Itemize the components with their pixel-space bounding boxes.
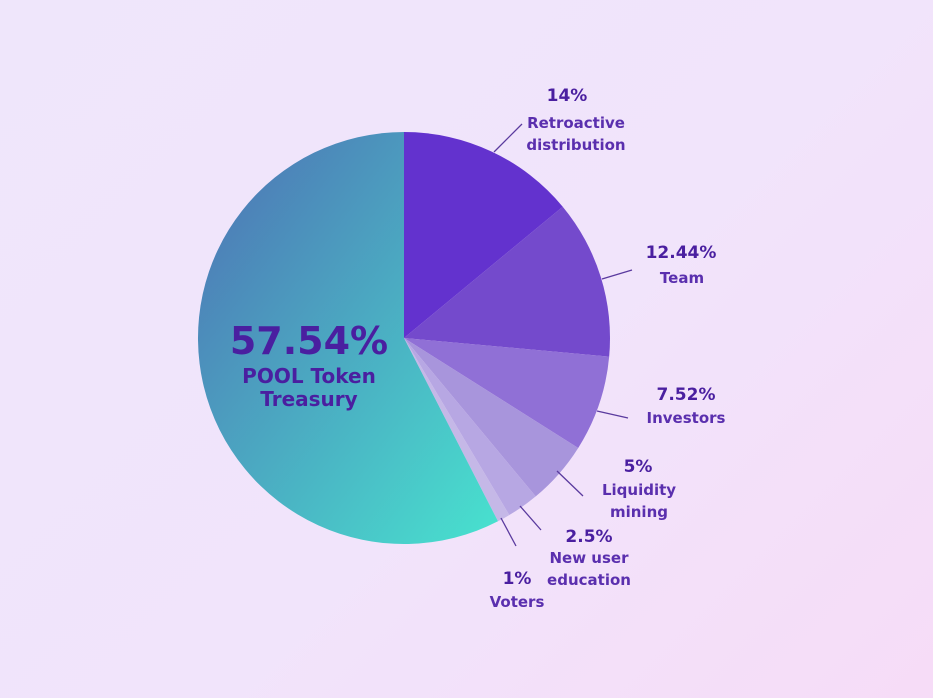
- pie-slice-shade: [404, 338, 536, 516]
- slice-labels: 14% Retroactive distribution 12.44% Team 7.52…: [230, 86, 726, 611]
- slice-percent-label: 2.5%: [565, 527, 612, 547]
- slice-name-label: Investors: [647, 409, 726, 427]
- slice-name-label: Retroactive: [527, 114, 625, 132]
- pie-slices: [197, 132, 611, 544]
- pie-slice-shade: [404, 132, 563, 338]
- leader-line: [500, 517, 517, 547]
- pie-slice-pool-token-treasury: [197, 132, 498, 544]
- slice-percent-label: 14%: [547, 86, 588, 106]
- leader-line: [519, 505, 542, 531]
- leader-line: [601, 269, 633, 280]
- pie-slice-shade: [404, 338, 510, 522]
- treasury-name-label: POOL Token: [242, 364, 376, 388]
- leader-line: [493, 123, 523, 153]
- slice-name-label: Team: [660, 269, 704, 287]
- slice-name-label: distribution: [526, 136, 625, 154]
- slice-name-label: mining: [610, 503, 668, 521]
- slice-name-label: New user: [550, 549, 630, 567]
- leader-lines: [493, 123, 633, 547]
- treasury-percent-label: 57.54%: [230, 319, 388, 363]
- slice-percent-label: 1%: [503, 569, 532, 589]
- treasury-name-label: Treasury: [260, 387, 357, 411]
- slice-name-label: education: [547, 571, 631, 589]
- pie-slice-shade: [404, 338, 610, 448]
- leader-line: [596, 410, 629, 419]
- slice-name-label: Liquidity: [602, 481, 676, 499]
- pie-slice-shade: [404, 206, 611, 357]
- pie-slice-shade: [404, 338, 579, 497]
- slice-percent-label: 12.44%: [646, 243, 717, 263]
- leader-line: [556, 470, 584, 497]
- slice-percent-label: 7.52%: [657, 385, 716, 405]
- slice-name-label: Voters: [490, 593, 545, 611]
- slice-percent-label: 5%: [624, 457, 653, 477]
